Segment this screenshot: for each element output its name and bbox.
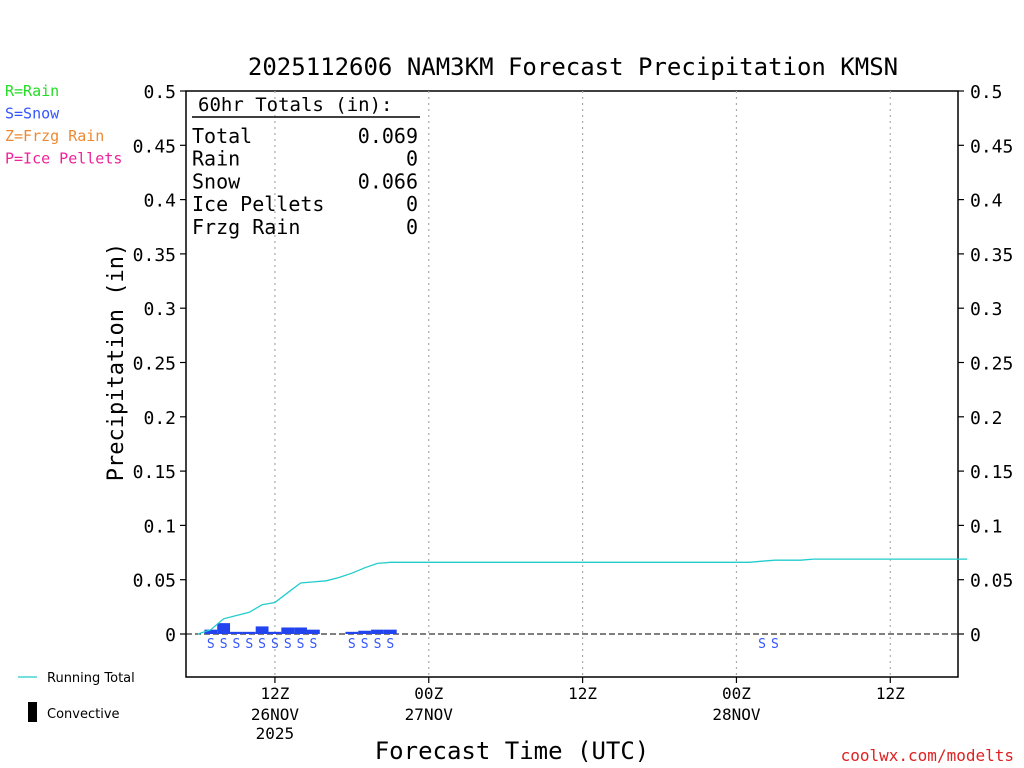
marker-hour-8: S	[297, 637, 305, 652]
xtick-date-0: 26NOV	[251, 705, 300, 724]
snow-bar-hour-15	[383, 629, 397, 634]
snow-bar-hour-9	[306, 629, 320, 634]
ytick-label-left-5: 0.25	[133, 354, 176, 375]
y-axis-ticks: 0 00.05 0.050.1 0.10.15 0.150.2 0.20.25 0.250.…	[133, 82, 1014, 646]
ytick-label-left-10: 0.5	[143, 82, 176, 103]
snow-bar-hour-12	[345, 631, 359, 634]
marker-hour-44: S	[758, 637, 766, 652]
xtick-label-0: 12Z	[260, 684, 289, 703]
legend-type-2: Z=Frzg Rain	[5, 127, 104, 145]
xtick-year-0: 2025	[256, 724, 295, 743]
marker-hour-5: S	[258, 637, 266, 652]
marker-hour-2: S	[220, 637, 228, 652]
snow-bar-hour-14	[371, 629, 384, 634]
marker-hour-4: S	[245, 637, 253, 652]
totals-label-2: Snow	[192, 169, 241, 193]
legend-type-1: S=Snow	[5, 105, 60, 123]
snow-bar-hour-4	[242, 631, 256, 634]
ytick-label-right-0: 0	[970, 625, 981, 646]
totals-value-0: 0.069	[358, 124, 418, 148]
ytick-label-right-2: 0.1	[970, 516, 1003, 537]
totals-label-3: Ice Pellets	[192, 192, 324, 216]
legend-type-0: R=Rain	[5, 82, 59, 100]
marker-hour-45: S	[771, 637, 779, 652]
xtick-label-3: 00Z	[722, 684, 751, 703]
totals-label-4: Frzg Rain	[192, 215, 300, 239]
snow-bar-hour-8	[294, 627, 307, 634]
grid-lines	[274, 91, 891, 677]
ytick-label-left-6: 0.3	[143, 299, 176, 320]
y-axis-label: Precipitation (in)	[104, 243, 129, 481]
xtick-label-4: 12Z	[876, 684, 905, 703]
xtick-date-3: 28NOV	[712, 705, 761, 724]
snow-bar-hour-6	[268, 631, 282, 634]
marker-hour-7: S	[284, 637, 292, 652]
totals-box: 60hr Totals (in): Total 0.069 Rain 0 Snow 0.0…	[192, 94, 420, 239]
marker-hour-14: S	[374, 637, 382, 652]
ytick-label-right-3: 0.15	[970, 462, 1013, 483]
totals-rows: Total 0.069 Rain 0 Snow 0.066 Ice Pellets 0 Frzg…	[192, 124, 418, 239]
ytick-label-left-4: 0.2	[143, 408, 176, 429]
xtick-date-1: 27NOV	[405, 705, 454, 724]
marker-hour-9: S	[309, 637, 317, 652]
snow-bar-hour-5	[255, 626, 269, 634]
ytick-label-left-3: 0.15	[133, 462, 176, 483]
xtick-label-2: 12Z	[568, 684, 597, 703]
ytick-label-left-8: 0.4	[143, 191, 176, 212]
marker-hour-3: S	[233, 637, 241, 652]
ytick-label-left-2: 0.1	[143, 516, 176, 537]
snow-bar-hour-2	[217, 623, 231, 634]
marker-hour-15: S	[386, 637, 394, 652]
totals-value-3: 0	[406, 192, 418, 216]
totals-label-0: Total	[192, 124, 252, 148]
convective-swatch	[28, 702, 37, 722]
snow-bar-hour-3	[230, 631, 243, 634]
totals-value-2: 0.066	[358, 169, 418, 193]
totals-value-4: 0	[406, 215, 418, 239]
marker-hour-1: S	[207, 637, 215, 652]
ytick-label-right-9: 0.45	[970, 136, 1013, 157]
series-legend: Running Total Convective	[18, 671, 135, 722]
legend-type-3: P=Ice Pellets	[5, 150, 122, 168]
marker-hour-13: S	[361, 637, 369, 652]
chart-title: 2025112606 NAM3KM Forecast Precipitation…	[248, 53, 898, 81]
snow-bar-hour-13	[358, 630, 372, 634]
ytick-label-left-0: 0	[165, 625, 176, 646]
convective-legend-label: Convective	[47, 707, 120, 722]
ytick-label-right-8: 0.4	[970, 191, 1003, 212]
precip-type-legend: R=Rain S=Snow Z=Frzg Rain P=Ice Pellets	[5, 82, 122, 168]
marker-hour-12: S	[348, 637, 356, 652]
ytick-label-right-7: 0.35	[970, 245, 1013, 266]
ytick-label-right-10: 0.5	[970, 82, 1003, 103]
snow-bar-hour-1	[204, 629, 218, 634]
running-total-line	[197, 558, 968, 635]
totals-label-1: Rain	[192, 147, 240, 171]
plot-frame	[185, 90, 959, 678]
ytick-label-right-1: 0.05	[970, 571, 1013, 592]
ytick-label-right-4: 0.2	[970, 408, 1003, 429]
ytick-label-left-7: 0.35	[133, 245, 176, 266]
snow-bar-hour-7	[281, 627, 295, 634]
xtick-label-1: 00Z	[414, 684, 443, 703]
credit-text: coolwx.com/modelts	[841, 746, 1014, 765]
marker-hour-6: S	[271, 637, 279, 652]
ytick-label-left-9: 0.45	[133, 136, 176, 157]
snow-hourly-bars	[204, 623, 397, 634]
running-total-legend-label: Running Total	[47, 671, 135, 686]
x-axis-label: Forecast Time (UTC)	[375, 737, 650, 765]
ytick-label-left-1: 0.05	[133, 571, 176, 592]
totals-header: 60hr Totals (in):	[198, 94, 392, 116]
ytick-label-right-5: 0.25	[970, 354, 1013, 375]
totals-value-1: 0	[406, 147, 418, 171]
ytick-label-right-6: 0.3	[970, 299, 1003, 320]
